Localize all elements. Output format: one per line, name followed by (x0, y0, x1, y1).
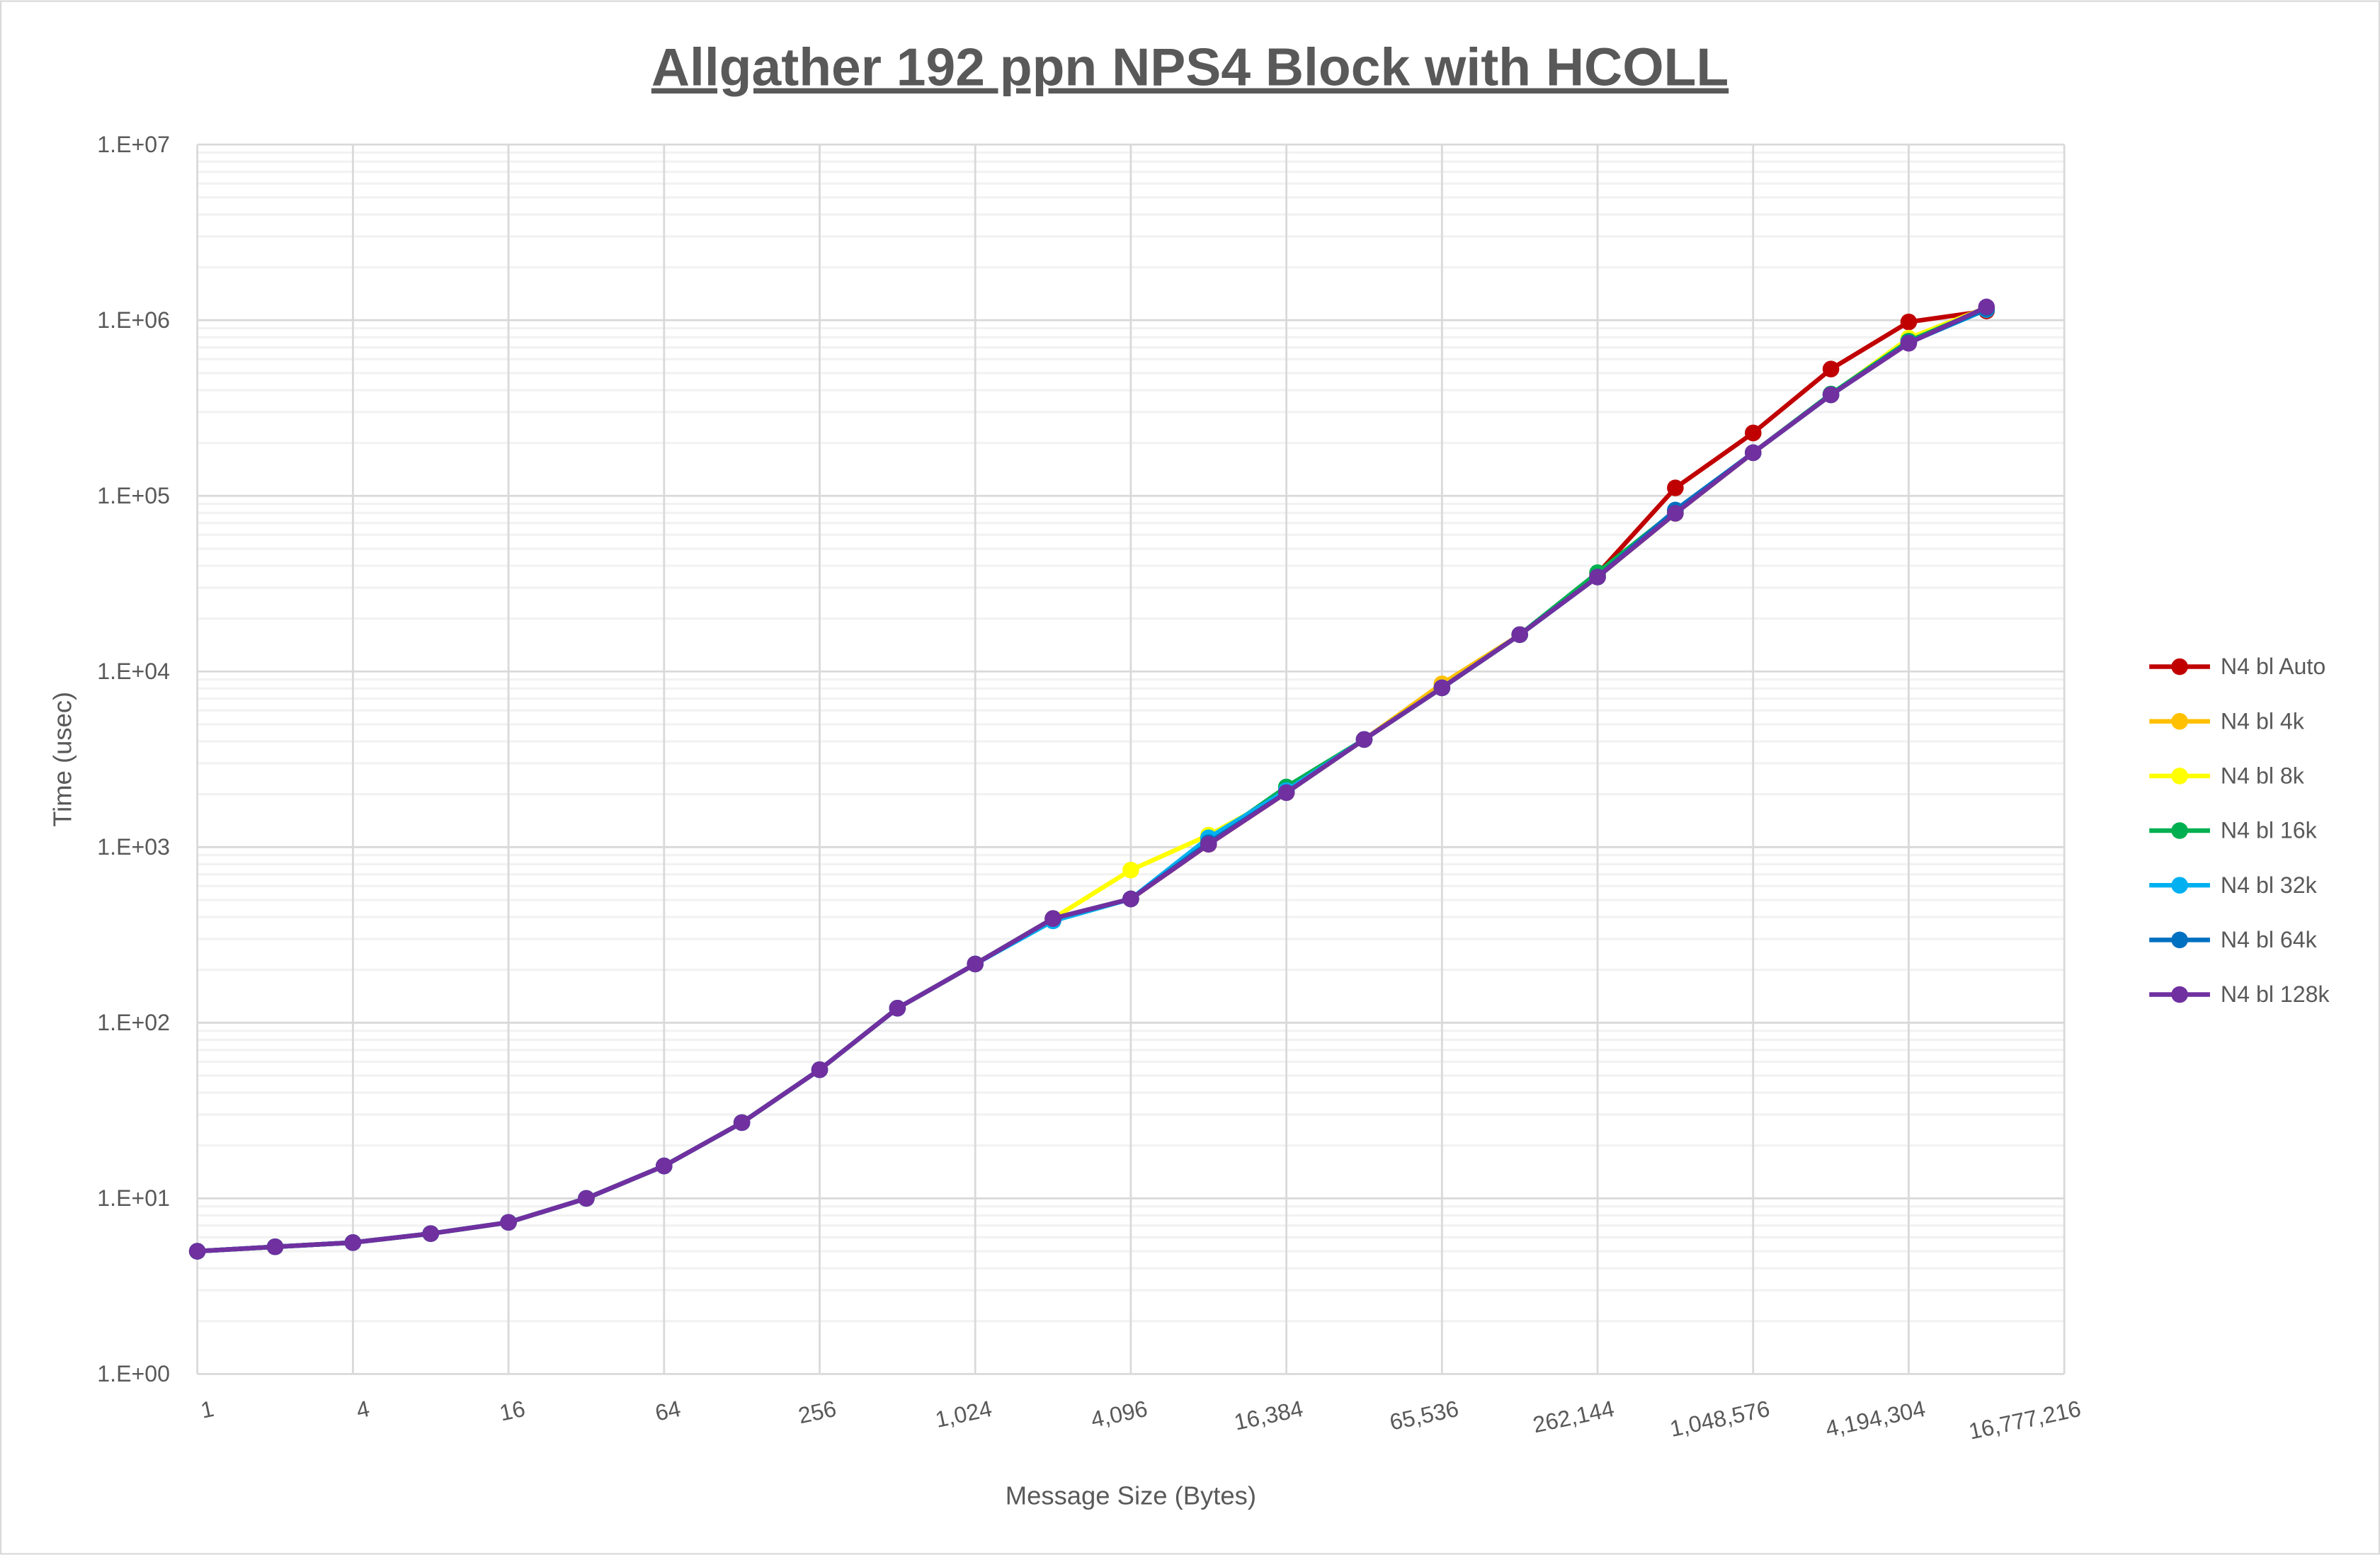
data-point (1511, 626, 1528, 644)
legend-marker (2171, 877, 2188, 894)
y-tick-label: 1.E+02 (97, 1010, 170, 1035)
legend-label: N4 bl Auto (2221, 654, 2325, 679)
grid (196, 143, 2066, 1375)
data-point (1355, 731, 1373, 748)
legend-item: N4 bl Auto (2149, 654, 2325, 679)
data-point (733, 1114, 751, 1132)
data-point (578, 1190, 595, 1207)
series-group (188, 298, 1995, 1260)
chart-title: Allgather 192 ppn NPS4 Block with HCOLL (651, 38, 1729, 97)
legend-label: N4 bl 8k (2221, 763, 2305, 789)
data-point (1900, 313, 1918, 331)
legend-marker (2171, 822, 2188, 839)
data-point (1122, 890, 1139, 908)
data-point (1433, 679, 1451, 697)
data-point (422, 1225, 440, 1242)
data-point (1589, 569, 1606, 586)
legend-item: N4 bl 8k (2149, 763, 2305, 789)
legend-marker (2171, 712, 2188, 730)
y-tick-label: 1.E+01 (97, 1185, 170, 1211)
y-axis-label: Time (usec) (48, 692, 77, 827)
data-point (1900, 334, 1918, 352)
data-point (655, 1157, 673, 1175)
data-point (266, 1238, 284, 1255)
data-point (811, 1061, 829, 1078)
data-point (967, 955, 984, 973)
legend-item: N4 bl 16k (2149, 818, 2318, 843)
y-tick-label: 1.E+05 (97, 483, 170, 508)
legend-item: N4 bl 128k (2149, 981, 2330, 1007)
legend-marker (2171, 931, 2188, 949)
data-point (500, 1214, 517, 1231)
data-point (188, 1243, 206, 1260)
y-tick-label: 1.E+07 (97, 132, 170, 157)
legend-label: N4 bl 4k (2221, 708, 2305, 734)
series-n4-bl-128k (188, 298, 1995, 1260)
data-point (1277, 784, 1295, 802)
series-line (197, 304, 1988, 1254)
data-point (1822, 360, 1840, 377)
legend-label: N4 bl 128k (2221, 981, 2330, 1007)
data-point (1744, 444, 1762, 462)
x-tick-label: 16 (497, 1396, 527, 1426)
data-point (1978, 298, 1995, 316)
data-point (1667, 505, 1684, 522)
data-point (1667, 479, 1684, 496)
legend: N4 bl Auto N4 bl 4k N4 bl 8k N4 bl 16k N4 bl… (2149, 654, 2330, 1007)
legend-item: N4 bl 4k (2149, 708, 2305, 734)
legend-marker (2171, 658, 2188, 676)
data-point (889, 1000, 906, 1017)
y-tick-label: 1.E+00 (97, 1361, 170, 1386)
legend-label: N4 bl 16k (2221, 818, 2318, 843)
data-point (1200, 836, 1217, 853)
legend-marker (2171, 768, 2188, 785)
legend-label: N4 bl 32k (2221, 872, 2318, 898)
legend-item: N4 bl 32k (2149, 872, 2318, 898)
data-point (1744, 424, 1762, 442)
data-point (344, 1234, 362, 1251)
legend-item: N4 bl 64k (2149, 927, 2318, 952)
data-point (1822, 386, 1840, 404)
data-point (1044, 910, 1061, 927)
y-tick-label: 1.E+03 (97, 834, 170, 860)
y-tick-label: 1.E+04 (97, 659, 170, 684)
data-point (1122, 861, 1139, 879)
y-tick-label: 1.E+06 (97, 307, 170, 333)
y-axis-ticks: 1.E+00 1.E+01 1.E+02 1.E+03 1.E+04 1.E+05 1.E+… (97, 132, 170, 1386)
legend-marker (2171, 986, 2188, 1003)
x-tick-label: 64 (653, 1396, 683, 1426)
x-axis-label: Message Size (Bytes) (1006, 1481, 1256, 1510)
legend-label: N4 bl 64k (2221, 927, 2318, 952)
